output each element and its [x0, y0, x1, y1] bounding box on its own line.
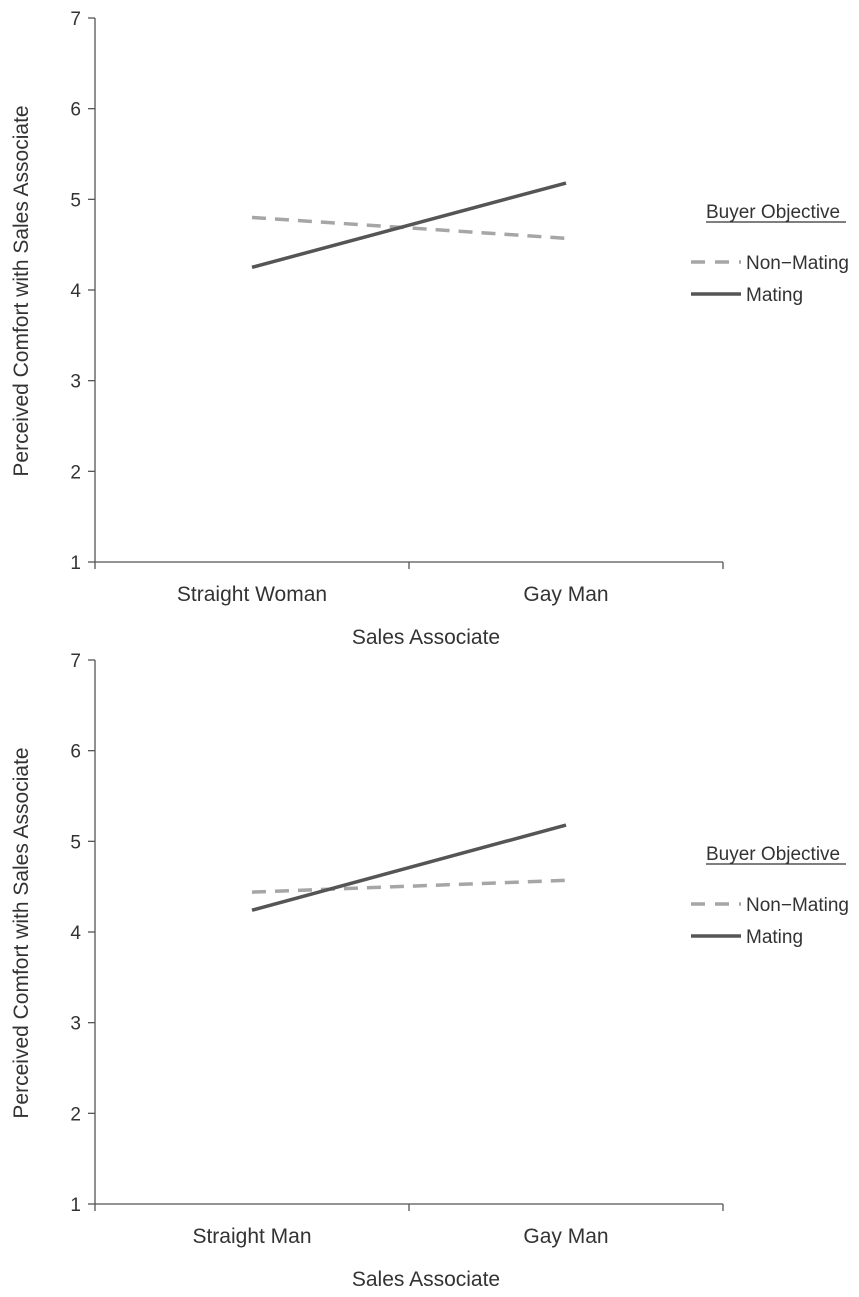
legend-label: Mating — [746, 285, 803, 306]
series-line-non-mating — [252, 217, 566, 238]
legend: Buyer Objective Non−Mating Mating — [691, 202, 849, 306]
legend-title: Buyer Objective — [706, 202, 840, 223]
x-tick-label: Gay Man — [523, 1225, 608, 1248]
y-tick-label: 2 — [70, 1104, 81, 1125]
y-tick-label: 7 — [70, 9, 81, 30]
y-tick-label: 7 — [70, 651, 81, 672]
series-line-mating — [252, 183, 566, 267]
x-axis-title: Sales Associate — [352, 626, 500, 649]
legend-label: Non−Mating — [746, 253, 849, 274]
y-tick-label: 5 — [70, 832, 81, 853]
legend-title: Buyer Objective — [706, 844, 840, 865]
y-tick-label: 4 — [70, 923, 81, 944]
y-tick-label: 1 — [70, 553, 81, 574]
y-tick-label: 3 — [70, 372, 81, 393]
chart-panel-2: 1 2 3 4 5 6 7 Straight Man Gay Man Sales Associat… — [10, 651, 849, 1291]
y-tick-label: 6 — [70, 100, 81, 121]
x-tick-label: Straight Man — [192, 1225, 311, 1248]
series-line-non-mating — [252, 880, 566, 892]
x-tick-label: Straight Woman — [177, 583, 327, 606]
x-axis-title: Sales Associate — [352, 1268, 500, 1291]
y-tick-label: 3 — [70, 1014, 81, 1035]
legend-label: Non−Mating — [746, 895, 849, 916]
legend-label: Mating — [746, 927, 803, 948]
y-axis-title: Perceived Comfort with Sales Associate — [10, 747, 33, 1118]
chart-panel-1: 1 2 3 4 5 6 7 Straight Woman Gay Man Sales Associ… — [10, 9, 849, 649]
y-tick-label: 5 — [70, 190, 81, 211]
x-tick-label: Gay Man — [523, 583, 608, 606]
y-tick-label: 1 — [70, 1195, 81, 1216]
series-line-mating — [252, 825, 566, 910]
y-tick-label: 4 — [70, 281, 81, 302]
y-tick-label: 6 — [70, 742, 81, 763]
legend: Buyer Objective Non−Mating Mating — [691, 844, 849, 948]
y-tick-label: 2 — [70, 462, 81, 483]
y-axis-title: Perceived Comfort with Sales Associate — [10, 105, 33, 476]
